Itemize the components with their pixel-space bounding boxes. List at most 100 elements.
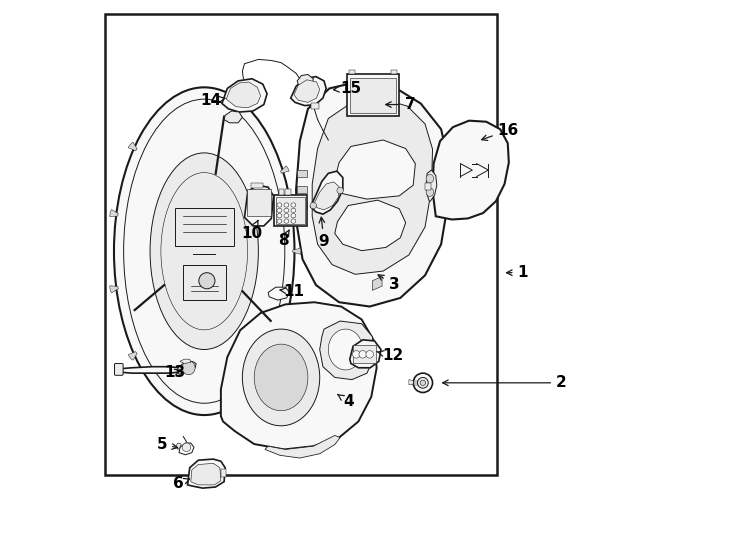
Ellipse shape: [426, 174, 434, 183]
Polygon shape: [335, 140, 415, 199]
Text: 10: 10: [241, 220, 262, 241]
Bar: [175, 208, 233, 246]
Polygon shape: [221, 302, 377, 449]
Bar: [247, 190, 271, 217]
Text: 3: 3: [378, 275, 399, 292]
Wedge shape: [128, 142, 137, 151]
Text: 2: 2: [443, 375, 567, 390]
Bar: [310, 104, 319, 109]
Text: 16: 16: [482, 123, 519, 140]
Bar: [297, 186, 307, 193]
Polygon shape: [350, 340, 381, 368]
Ellipse shape: [366, 350, 374, 358]
Text: 1: 1: [506, 265, 528, 280]
Polygon shape: [312, 98, 432, 274]
Text: 7: 7: [385, 97, 415, 112]
Wedge shape: [128, 352, 137, 360]
Polygon shape: [409, 380, 413, 385]
Polygon shape: [175, 443, 181, 449]
FancyBboxPatch shape: [115, 363, 123, 375]
Polygon shape: [291, 77, 326, 106]
Text: 15: 15: [333, 81, 361, 96]
Polygon shape: [226, 82, 261, 108]
Bar: [297, 202, 307, 209]
Ellipse shape: [161, 173, 247, 330]
Wedge shape: [280, 166, 289, 173]
Ellipse shape: [337, 187, 344, 194]
Ellipse shape: [277, 208, 282, 213]
Ellipse shape: [182, 361, 195, 375]
Wedge shape: [280, 329, 289, 336]
Polygon shape: [188, 459, 225, 488]
Text: 13: 13: [164, 364, 185, 380]
Text: 14: 14: [200, 93, 225, 109]
Ellipse shape: [150, 153, 258, 349]
Ellipse shape: [284, 214, 289, 218]
Polygon shape: [432, 120, 509, 219]
Text: 11: 11: [280, 284, 304, 299]
Ellipse shape: [277, 203, 282, 207]
Bar: [353, 345, 376, 363]
Wedge shape: [293, 248, 301, 254]
Ellipse shape: [413, 373, 432, 393]
Ellipse shape: [277, 219, 282, 223]
Ellipse shape: [284, 208, 289, 213]
Polygon shape: [224, 111, 242, 123]
Polygon shape: [222, 79, 267, 112]
Ellipse shape: [291, 208, 296, 213]
Text: 4: 4: [338, 394, 354, 409]
Bar: [279, 190, 284, 195]
Ellipse shape: [352, 350, 360, 358]
Polygon shape: [179, 443, 194, 455]
Bar: [346, 75, 399, 116]
Ellipse shape: [291, 203, 296, 207]
Polygon shape: [426, 170, 437, 201]
Polygon shape: [296, 81, 448, 307]
Polygon shape: [297, 75, 313, 89]
Ellipse shape: [254, 344, 308, 411]
Ellipse shape: [359, 350, 366, 358]
Ellipse shape: [426, 188, 434, 197]
Ellipse shape: [418, 377, 428, 388]
Ellipse shape: [284, 219, 289, 223]
Bar: [276, 197, 305, 224]
Bar: [183, 265, 226, 300]
Ellipse shape: [114, 87, 294, 415]
Ellipse shape: [123, 99, 285, 403]
Text: 6: 6: [172, 476, 189, 491]
Polygon shape: [180, 359, 191, 363]
Bar: [390, 70, 397, 75]
Bar: [349, 70, 355, 75]
Text: 5: 5: [156, 437, 178, 452]
Polygon shape: [310, 171, 343, 214]
Ellipse shape: [291, 219, 296, 223]
Wedge shape: [110, 210, 118, 217]
Bar: [286, 190, 291, 195]
Ellipse shape: [291, 214, 296, 218]
Bar: [274, 195, 307, 226]
Polygon shape: [294, 80, 320, 103]
Polygon shape: [265, 435, 340, 458]
Bar: [425, 183, 432, 191]
Bar: [105, 14, 497, 475]
Ellipse shape: [277, 214, 282, 218]
Ellipse shape: [284, 203, 289, 207]
Polygon shape: [244, 185, 274, 226]
Polygon shape: [314, 182, 339, 210]
Text: 9: 9: [319, 217, 330, 249]
Bar: [350, 78, 396, 113]
Ellipse shape: [182, 443, 191, 451]
Ellipse shape: [420, 380, 426, 386]
Ellipse shape: [242, 329, 320, 426]
Wedge shape: [110, 286, 118, 293]
Polygon shape: [372, 276, 382, 291]
Polygon shape: [335, 200, 406, 251]
Polygon shape: [177, 361, 196, 374]
Polygon shape: [268, 287, 290, 300]
Ellipse shape: [328, 329, 363, 370]
Polygon shape: [119, 367, 180, 373]
Polygon shape: [320, 321, 374, 380]
Bar: [221, 469, 226, 477]
Text: 8: 8: [278, 230, 289, 248]
Bar: [297, 170, 307, 177]
